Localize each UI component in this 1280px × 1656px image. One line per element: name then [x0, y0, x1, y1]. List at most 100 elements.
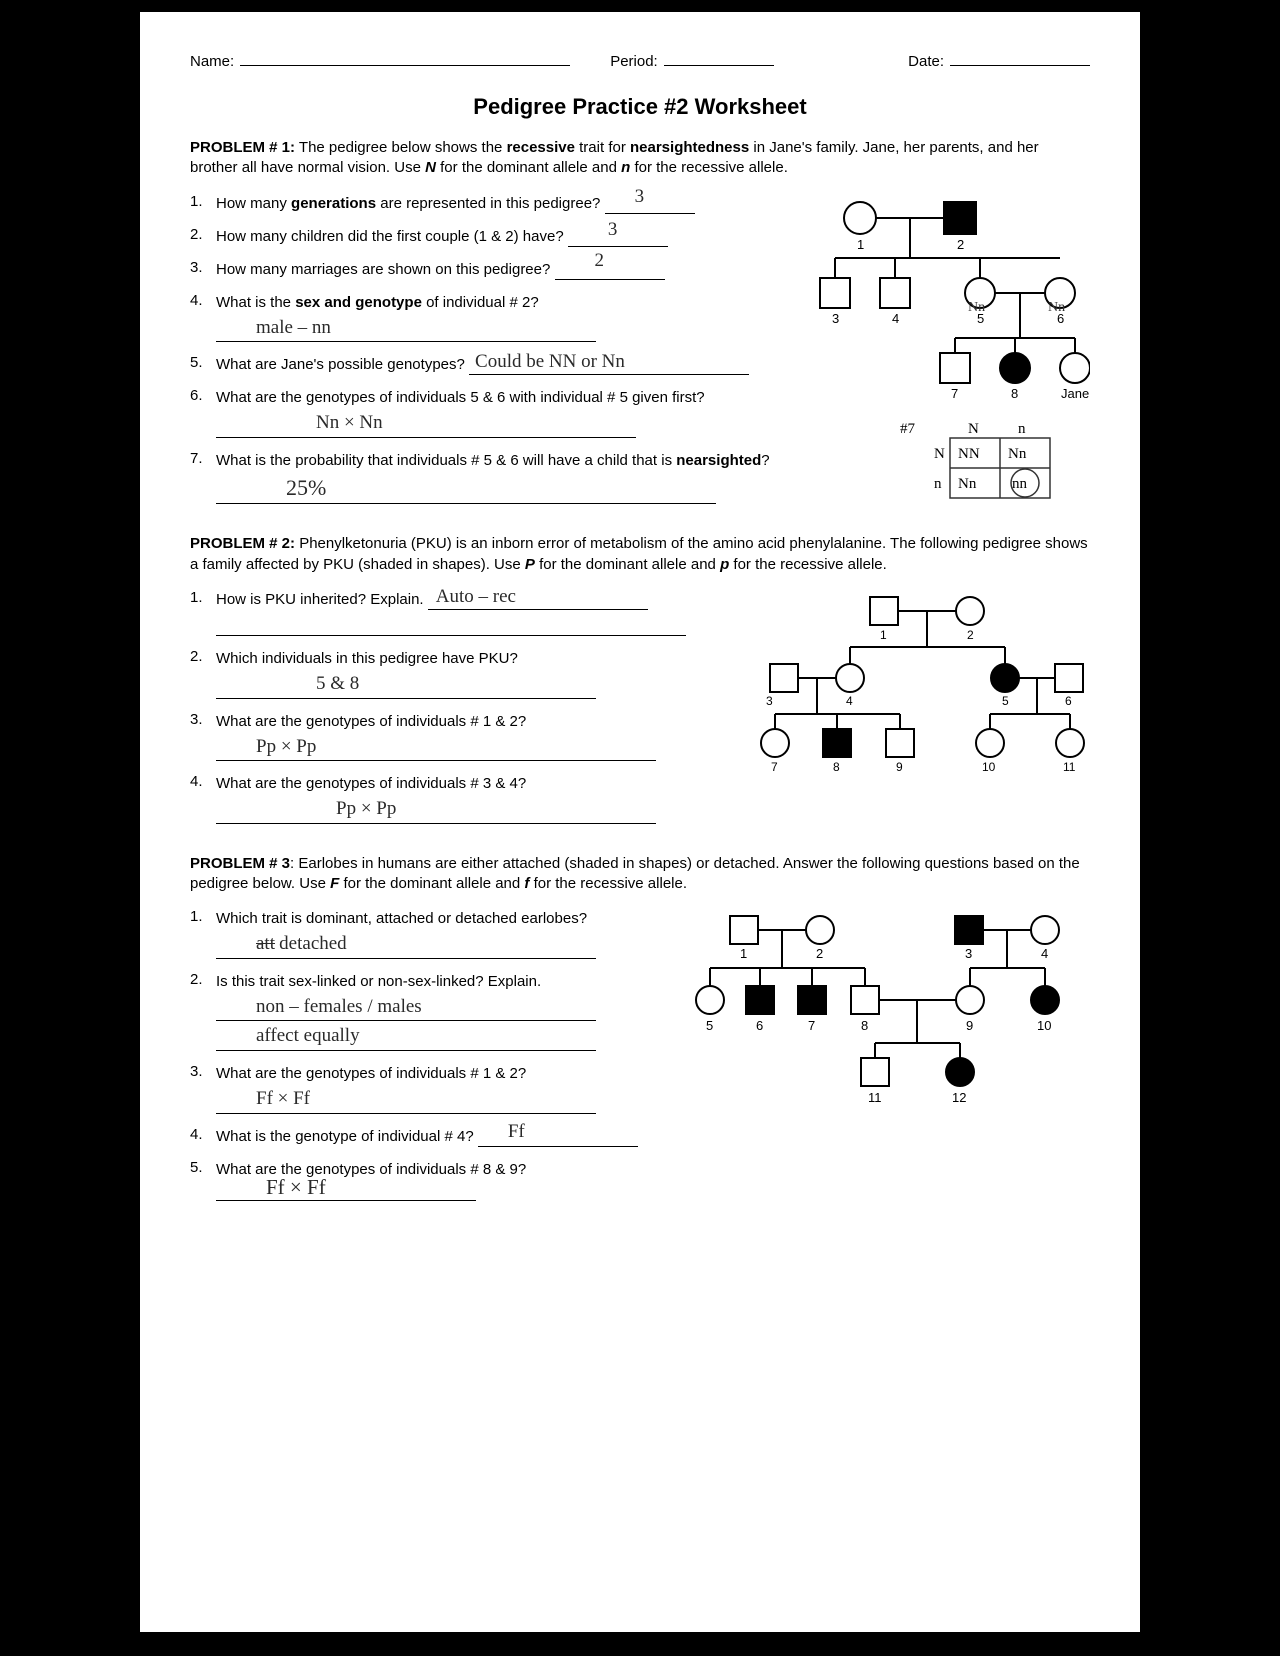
q-num: 3. [190, 1063, 216, 1080]
t: How many [216, 195, 287, 212]
t: Which individuals in this pedigree have … [216, 650, 518, 667]
lbl: 5 [706, 1018, 713, 1033]
q-num: 1. [190, 908, 216, 925]
handwritten-answer: Ff × Ff [256, 1088, 310, 1109]
p1-intro-b: The pedigree below shows the [299, 139, 502, 156]
t: for the dominant allele and [539, 556, 716, 573]
ans-line[interactable]: male – nn [216, 315, 596, 343]
lbl: 8 [861, 1018, 868, 1033]
p3-body: 1. Which trait is dominant, attached or … [190, 908, 1090, 1212]
t: f [524, 875, 529, 892]
q-num: 5. [190, 354, 216, 371]
ans-line[interactable]: Pp × Pp [216, 796, 656, 824]
ans-line[interactable]: Ff [478, 1127, 638, 1147]
lbl: 9 [966, 1018, 973, 1033]
t: for the recessive allele. [534, 875, 687, 892]
ans-line[interactable]: 3 [568, 227, 668, 247]
t: for the dominant allele and [343, 875, 520, 892]
lbl: 7 [771, 760, 778, 774]
q-num: 6. [190, 387, 216, 404]
t: What is the genotype of individual # 4? [216, 1128, 474, 1145]
ans-line[interactable] [216, 612, 686, 636]
t: of individual # 2? [426, 294, 539, 311]
p1-questions: 1. How many generations are represented … [190, 193, 780, 517]
q-body: What is the genotype of individual # 4? … [216, 1126, 670, 1147]
ans-line[interactable]: 3 [605, 194, 695, 214]
p3-q5: 5. What are the genotypes of individuals… [190, 1159, 670, 1201]
date-line[interactable] [950, 52, 1090, 66]
ans-line[interactable]: Could be NN or Nn [469, 355, 749, 375]
ans-line[interactable]: 5 & 8 [216, 671, 596, 699]
t: What are the genotypes of individuals # … [216, 1065, 526, 1082]
q-body: What is the probability that individuals… [216, 450, 780, 505]
lbl: 5 [1002, 694, 1009, 708]
ans-line[interactable]: Ff × Ff [216, 1181, 476, 1201]
t: Which trait is dominant, attached or det… [216, 910, 587, 927]
lbl: 6 [1065, 694, 1072, 708]
ans-line[interactable]: Pp × Pp [216, 734, 656, 762]
lbl: 9 [896, 760, 903, 774]
p3-q4: 4. What is the genotype of individual # … [190, 1126, 670, 1147]
ans-line[interactable]: affect equally [216, 1023, 596, 1051]
t: for the recessive allele. [733, 556, 886, 573]
ans-line[interactable]: Auto – rec [428, 590, 648, 610]
header-row: Name: Period: Date: [190, 52, 1090, 70]
ans-line[interactable]: non – females / males [216, 994, 596, 1022]
ans-line[interactable]: Nn × Nn [216, 410, 636, 438]
q-body: Which trait is dominant, attached or det… [216, 908, 670, 959]
p2-q1: 1. How is PKU inherited? Explain. Auto –… [190, 589, 730, 636]
p1-figure: 1 2 3 4 5 6 7 8 Jane Nn Nn #7 [800, 193, 1090, 513]
ans-line[interactable]: 2 [555, 260, 665, 280]
p1-q6: 6. What are the genotypes of individuals… [190, 387, 780, 438]
p1-intro: PROBLEM # 1: The pedigree below shows th… [190, 138, 1090, 179]
t: F [330, 875, 339, 892]
q-body: How is PKU inherited? Explain. Auto – re… [216, 589, 730, 636]
ans-line[interactable]: att detached [216, 931, 596, 959]
p-side: N [934, 446, 945, 462]
lbl: 6 [756, 1018, 763, 1033]
q-body: How many marriages are shown on this ped… [216, 259, 780, 280]
handwritten-answer: Nn × Nn [256, 412, 383, 433]
worksheet-page: Name: Period: Date: Pedigree Practice #2… [140, 12, 1140, 1632]
p2-questions: 1. How is PKU inherited? Explain. Auto –… [190, 589, 730, 836]
lbl: 3 [965, 946, 972, 961]
p1-q7: 7. What is the probability that individu… [190, 450, 780, 505]
handwritten-answer: affect equally [256, 1025, 360, 1046]
ans-line[interactable]: Ff × Ff [216, 1086, 596, 1114]
lbl: 2 [957, 237, 964, 252]
q-num: 4. [190, 773, 216, 790]
p3-q2: 2. Is this trait sex-linked or non-sex-l… [190, 971, 670, 1051]
lbl: 7 [951, 386, 958, 401]
date-label: Date: [908, 53, 944, 70]
handwritten-answer: 3 [635, 184, 645, 211]
t: are represented in this pedigree? [380, 195, 600, 212]
p1-q4: 4. What is the sex and genotype of indiv… [190, 292, 780, 343]
hand-genotype: Nn [1048, 300, 1065, 315]
p1-body: 1. How many generations are represented … [190, 193, 1090, 517]
lbl: 4 [1041, 946, 1048, 961]
handwritten-answer: Ff [508, 1119, 525, 1146]
ans-line[interactable]: 25% [216, 473, 716, 505]
punnett-label: #7 [900, 421, 916, 437]
q-body: What are the genotypes of individuals # … [216, 773, 730, 824]
t: sex and genotype [295, 294, 422, 311]
lbl: 1 [857, 237, 864, 252]
t: What are the genotypes of individuals # … [216, 775, 526, 792]
handwritten-answer: detached [279, 933, 347, 954]
t: nearsighted [676, 452, 761, 469]
q-num: 2. [190, 226, 216, 243]
q-num: 3. [190, 259, 216, 276]
lbl: 10 [982, 760, 996, 774]
q-body: What are the genotypes of individuals 5 … [216, 387, 780, 438]
handwritten-answer: 3 [608, 217, 618, 244]
q-num: 5. [190, 1159, 216, 1176]
p2-figure: 1 2 3 4 5 6 7 8 9 10 11 [750, 589, 1090, 799]
p1-intro-e: nearsightedness [630, 139, 749, 156]
lbl: 12 [952, 1090, 966, 1105]
lbl: 8 [1011, 386, 1018, 401]
q-num: 1. [190, 589, 216, 606]
period-line[interactable] [664, 52, 774, 66]
name-line[interactable] [240, 52, 570, 66]
t: What are the genotypes of individuals # … [216, 713, 526, 730]
p2-body: 1. How is PKU inherited? Explain. Auto –… [190, 589, 1090, 836]
